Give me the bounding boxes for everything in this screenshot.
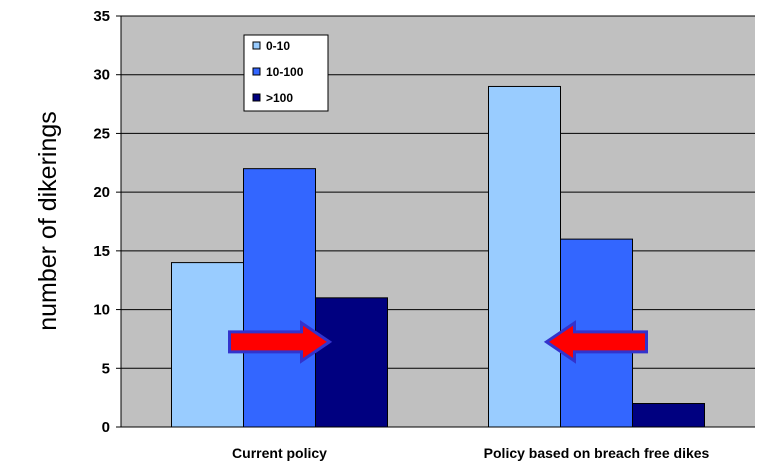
legend-label: >100 (266, 91, 293, 105)
y-tick-label: 0 (102, 419, 110, 436)
y-tick-label: 20 (93, 184, 110, 201)
arrow-right-icon (228, 320, 333, 364)
x-axis-categories: Current policy Policy based on breach fre… (232, 445, 709, 461)
annotation-arrows (228, 320, 648, 364)
y-tick-label: 5 (102, 360, 110, 377)
y-axis-ticks: 0 5 10 15 20 25 30 35 (93, 8, 121, 436)
y-axis-label: number of dikerings (34, 111, 62, 331)
y-tick-label: 25 (93, 125, 110, 142)
bar (488, 85, 561, 428)
legend-swatch (252, 93, 261, 102)
x-category-label: Current policy (232, 445, 327, 461)
legend-swatch (252, 67, 261, 76)
legend-label: 10-100 (266, 65, 304, 79)
legend: 0-10 10-100 >100 (243, 34, 329, 112)
y-tick-label: 10 (93, 302, 110, 319)
legend-swatch (252, 41, 261, 50)
y-tick-label: 35 (93, 8, 110, 25)
legend-label: 0-10 (266, 39, 290, 53)
y-tick-label: 30 (93, 67, 110, 84)
x-category-label: Policy based on breach free dikes (484, 445, 710, 461)
y-tick-label: 15 (93, 243, 110, 260)
bar (243, 168, 316, 428)
arrow-left-icon (543, 320, 648, 364)
bar (315, 297, 388, 428)
bar (632, 403, 705, 428)
